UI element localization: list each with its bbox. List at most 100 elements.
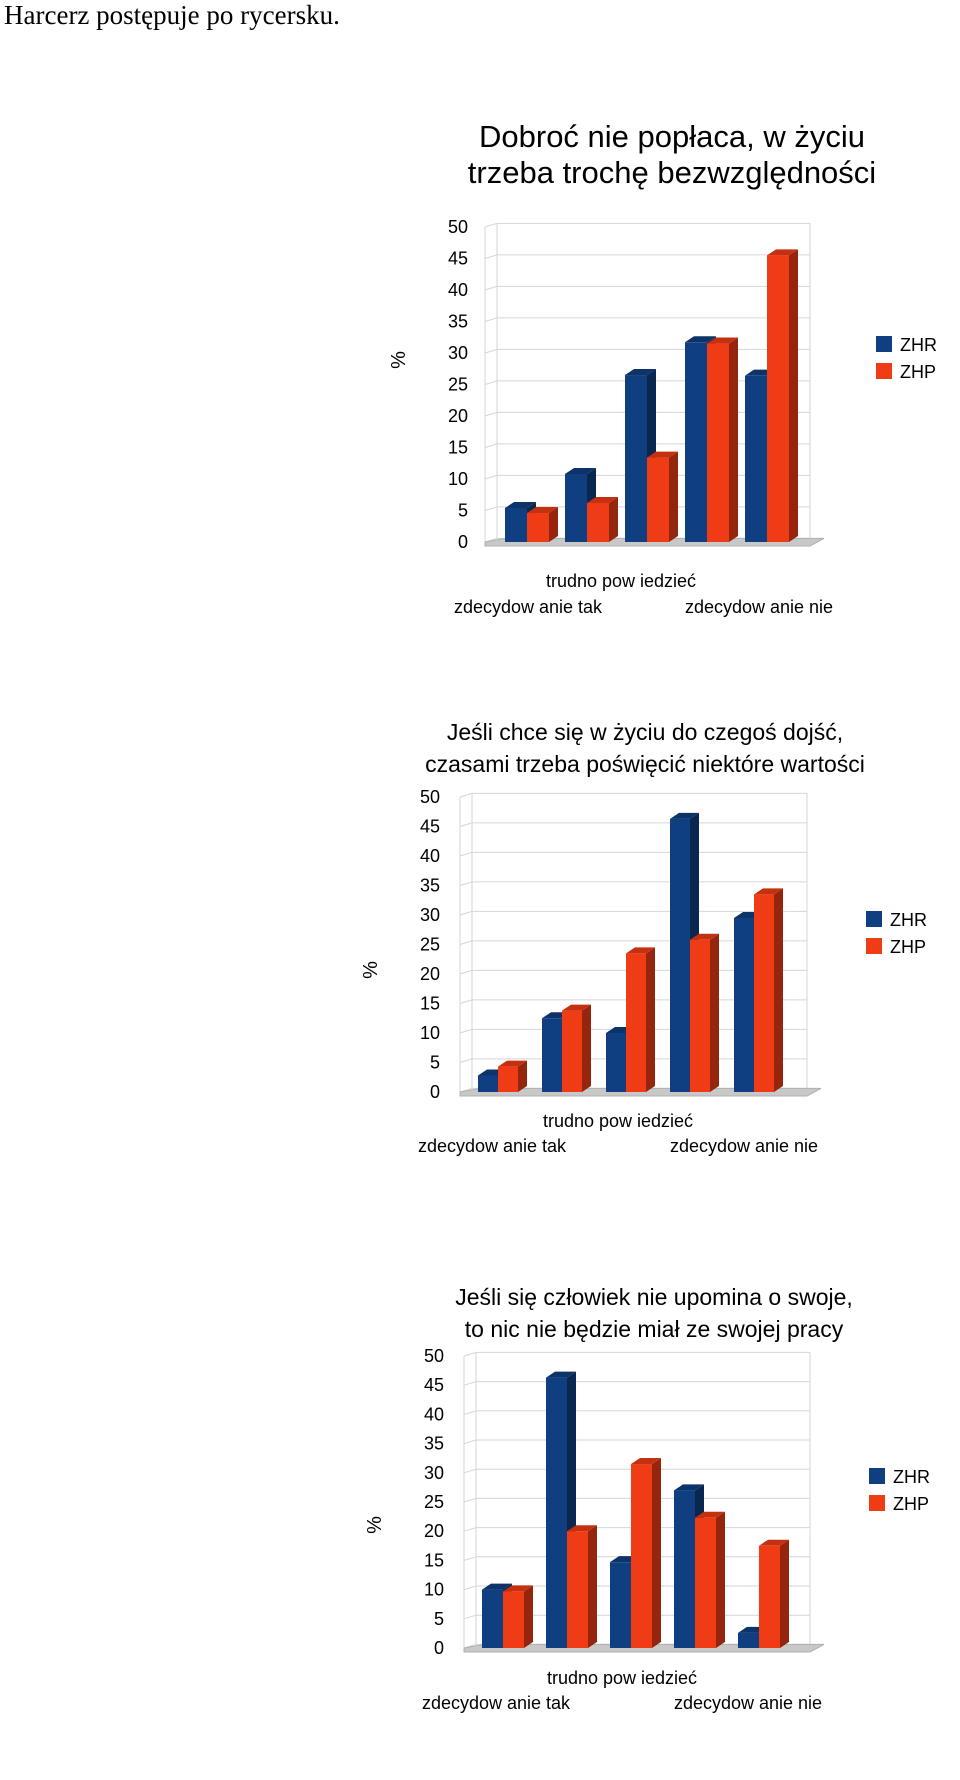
gridline-side <box>459 969 473 975</box>
bar-front <box>610 1562 631 1648</box>
gridline-side <box>463 1614 477 1620</box>
gridline-side <box>484 411 498 417</box>
x-category-label: zdecydow anie tak <box>422 1693 571 1713</box>
bar-front <box>734 917 754 1092</box>
gridline-side <box>463 1351 477 1357</box>
bar-front <box>625 375 647 542</box>
bar-side <box>780 1539 789 1648</box>
legend-swatch-zhr <box>866 911 882 927</box>
chart-title-line: trzeba trochę bezwzględności <box>468 155 876 190</box>
bar-front <box>567 1531 588 1648</box>
bar-front <box>482 1589 503 1648</box>
gridline-side <box>459 999 473 1004</box>
bar-zhp <box>498 1060 527 1092</box>
bar-zhp <box>647 451 678 542</box>
bar-zhp <box>587 496 618 542</box>
bar-front <box>565 473 587 542</box>
bar-top <box>670 812 699 819</box>
bar-front <box>546 1377 567 1648</box>
x-category-label: zdecydow anie nie <box>685 597 833 617</box>
gridline-side <box>459 851 473 857</box>
chart-title-line: to nic nie będzie miał ze swojej pracy <box>465 1316 844 1342</box>
y-tick-label: 10 <box>448 469 468 489</box>
y-tick-label: 50 <box>420 787 440 807</box>
y-tick-label: 20 <box>424 1521 444 1541</box>
bar-front <box>707 343 729 542</box>
bar-front <box>695 1517 716 1648</box>
legend-swatch-zhp <box>866 938 882 954</box>
gridline-side <box>484 285 498 291</box>
bar-top <box>498 1060 527 1067</box>
y-tick-label: 40 <box>448 280 468 300</box>
y-axis-label: % <box>360 961 382 979</box>
bar-front <box>498 1066 518 1092</box>
legend-label-zhp: ZHP <box>900 362 936 382</box>
y-tick-label: 5 <box>458 501 468 521</box>
legend-label-zhp: ZHP <box>893 1494 929 1514</box>
y-tick-label: 45 <box>424 1375 444 1395</box>
y-tick-label: 15 <box>448 438 468 458</box>
bar-top <box>587 496 618 503</box>
y-tick-label: 45 <box>420 817 440 837</box>
gridline-side <box>459 1028 473 1034</box>
bar-top <box>754 888 783 895</box>
chart-title-line: Jeśli się człowiek nie upomina o swoje, <box>455 1284 853 1310</box>
y-tick-label: 0 <box>458 532 468 552</box>
bar-side <box>652 1458 661 1648</box>
bar-front <box>767 255 789 542</box>
bar-side <box>669 451 678 542</box>
gridline-side <box>484 348 498 354</box>
bar-front <box>647 457 669 542</box>
legend-swatch-zhp <box>876 363 892 379</box>
bar-top <box>626 947 655 954</box>
y-tick-label: 35 <box>448 312 468 332</box>
bar-top <box>707 337 738 344</box>
bar-front <box>626 953 646 1092</box>
bar-top <box>482 1583 512 1590</box>
x-category-label: zdecydow anie tak <box>454 597 603 617</box>
y-tick-label: 20 <box>448 406 468 426</box>
bar-top <box>567 1525 597 1532</box>
y-tick-label: 40 <box>420 846 440 866</box>
y-tick-label: 10 <box>424 1580 444 1600</box>
bar-front <box>745 375 767 542</box>
bar-top <box>505 501 536 508</box>
gridline-side <box>484 380 498 385</box>
gridline-side <box>463 1468 477 1474</box>
bar-top <box>565 467 596 474</box>
y-tick-label: 15 <box>420 994 440 1014</box>
bar-front <box>631 1464 652 1648</box>
y-tick-label: 30 <box>448 343 468 363</box>
bar-front <box>759 1545 780 1648</box>
bar-top <box>562 1004 591 1011</box>
bar-front <box>690 939 710 1092</box>
bar-zhp <box>631 1458 661 1648</box>
gridline-side <box>463 1497 477 1503</box>
gridline-side <box>484 317 498 322</box>
y-tick-label: 30 <box>424 1463 444 1483</box>
bar-top <box>690 933 719 940</box>
y-tick-label: 50 <box>424 1346 444 1366</box>
gridline-side <box>459 792 473 798</box>
bar-side <box>646 947 655 1092</box>
bar-side <box>588 1525 597 1648</box>
y-tick-label: 35 <box>420 876 440 896</box>
bar-zhp <box>690 933 719 1092</box>
bar-front <box>606 1033 626 1092</box>
y-tick-label: 25 <box>420 935 440 955</box>
x-category-label: trudno pow iedzieć <box>546 571 696 591</box>
gridline-side <box>459 1058 473 1063</box>
bar-top <box>631 1458 661 1465</box>
legend-label-zhr: ZHR <box>900 335 937 355</box>
gridline-side <box>463 1410 477 1415</box>
legend-swatch-zhp <box>869 1495 885 1511</box>
y-tick-label: 5 <box>430 1053 440 1073</box>
chart-title-line: Dobroć nie popłaca, w życiu <box>479 119 865 154</box>
y-tick-label: 50 <box>448 217 468 237</box>
y-axis-label: % <box>388 351 410 369</box>
legend-swatch-zhr <box>876 336 892 352</box>
bar-top <box>767 249 798 256</box>
bar-top <box>546 1371 576 1378</box>
bar-side <box>609 496 618 542</box>
bar-zhp <box>503 1585 533 1648</box>
